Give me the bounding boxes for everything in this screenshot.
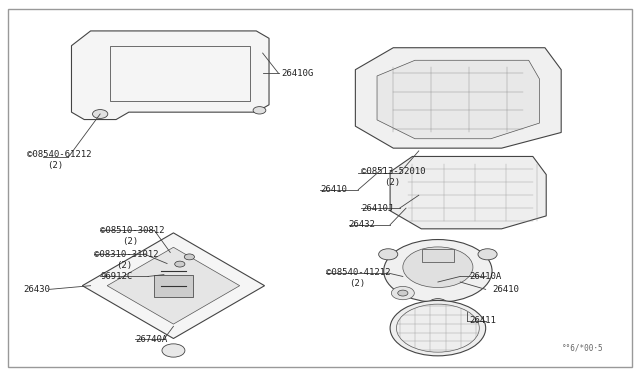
Polygon shape (83, 233, 264, 339)
Text: ©08513-52010: ©08513-52010 (362, 167, 426, 176)
Text: (2): (2) (47, 161, 63, 170)
Text: ©08510-30812: ©08510-30812 (100, 226, 164, 235)
Circle shape (162, 344, 185, 357)
Text: 26410A: 26410A (470, 272, 502, 281)
Bar (154, 275, 193, 297)
Text: 26410: 26410 (492, 285, 519, 294)
Circle shape (428, 299, 447, 310)
Text: 26430: 26430 (24, 285, 51, 294)
Polygon shape (355, 48, 561, 148)
Text: ©08540-61212: ©08540-61212 (27, 150, 92, 159)
Circle shape (403, 247, 473, 288)
Circle shape (390, 301, 486, 356)
Text: °°6/*00·5: °°6/*00·5 (562, 343, 604, 352)
Polygon shape (377, 60, 540, 139)
Text: ©08540-41212: ©08540-41212 (326, 268, 391, 277)
Circle shape (175, 261, 185, 267)
Text: 96912C: 96912C (100, 272, 132, 281)
Text: (2): (2) (116, 261, 132, 270)
Text: 26410J: 26410J (362, 203, 394, 213)
Circle shape (478, 249, 497, 260)
Text: 26432: 26432 (349, 220, 376, 229)
Text: 26411: 26411 (470, 316, 497, 325)
Text: (2): (2) (349, 279, 365, 288)
Circle shape (253, 107, 266, 114)
Polygon shape (72, 31, 269, 119)
Circle shape (93, 110, 108, 118)
Text: (2): (2) (122, 237, 139, 246)
Text: 26740A: 26740A (135, 335, 168, 344)
Circle shape (392, 286, 414, 300)
Text: (2): (2) (384, 178, 400, 187)
Bar (422, 249, 454, 262)
Text: 26410: 26410 (320, 185, 347, 194)
Circle shape (379, 249, 398, 260)
Text: ©08310-31012: ©08310-31012 (94, 250, 158, 259)
Polygon shape (390, 157, 546, 229)
Polygon shape (107, 247, 240, 324)
Circle shape (184, 254, 195, 260)
Text: 26410G: 26410G (282, 69, 314, 78)
Circle shape (384, 240, 492, 302)
Circle shape (397, 290, 408, 296)
